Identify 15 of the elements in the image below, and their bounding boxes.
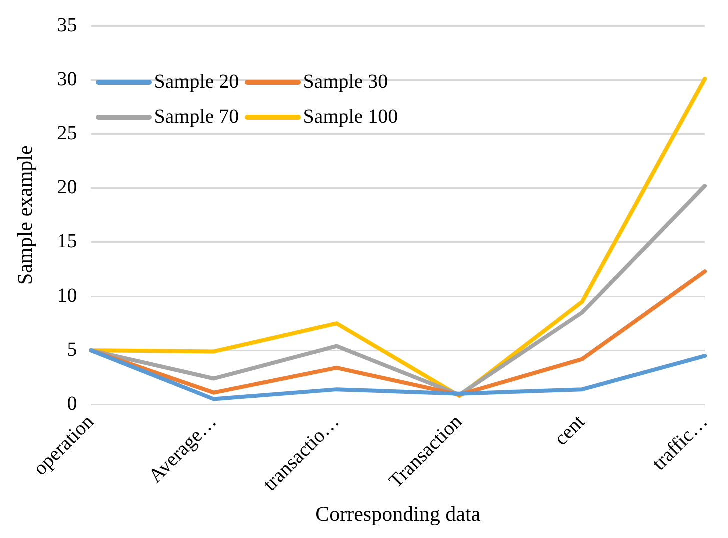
x-axis-title: Corresponding data bbox=[316, 502, 482, 526]
y-tick-label: 30 bbox=[57, 68, 78, 90]
y-axis-title: Sample example bbox=[13, 146, 38, 286]
y-tick-label: 15 bbox=[57, 230, 78, 253]
y-tick-label: 25 bbox=[57, 122, 78, 144]
y-tick-label: 20 bbox=[57, 176, 78, 199]
legend-label: Sample 30 bbox=[303, 71, 388, 94]
legend-label: Sample 100 bbox=[303, 106, 398, 129]
y-tick-label: 5 bbox=[67, 338, 78, 361]
y-tick-label: 10 bbox=[57, 284, 78, 307]
legend-label: Sample 20 bbox=[154, 71, 240, 94]
y-tick-label: 35 bbox=[57, 14, 78, 36]
y-tick-label: 0 bbox=[67, 392, 78, 415]
legend-label: Sample 70 bbox=[154, 106, 240, 129]
x-tick-label: cent bbox=[550, 410, 590, 450]
